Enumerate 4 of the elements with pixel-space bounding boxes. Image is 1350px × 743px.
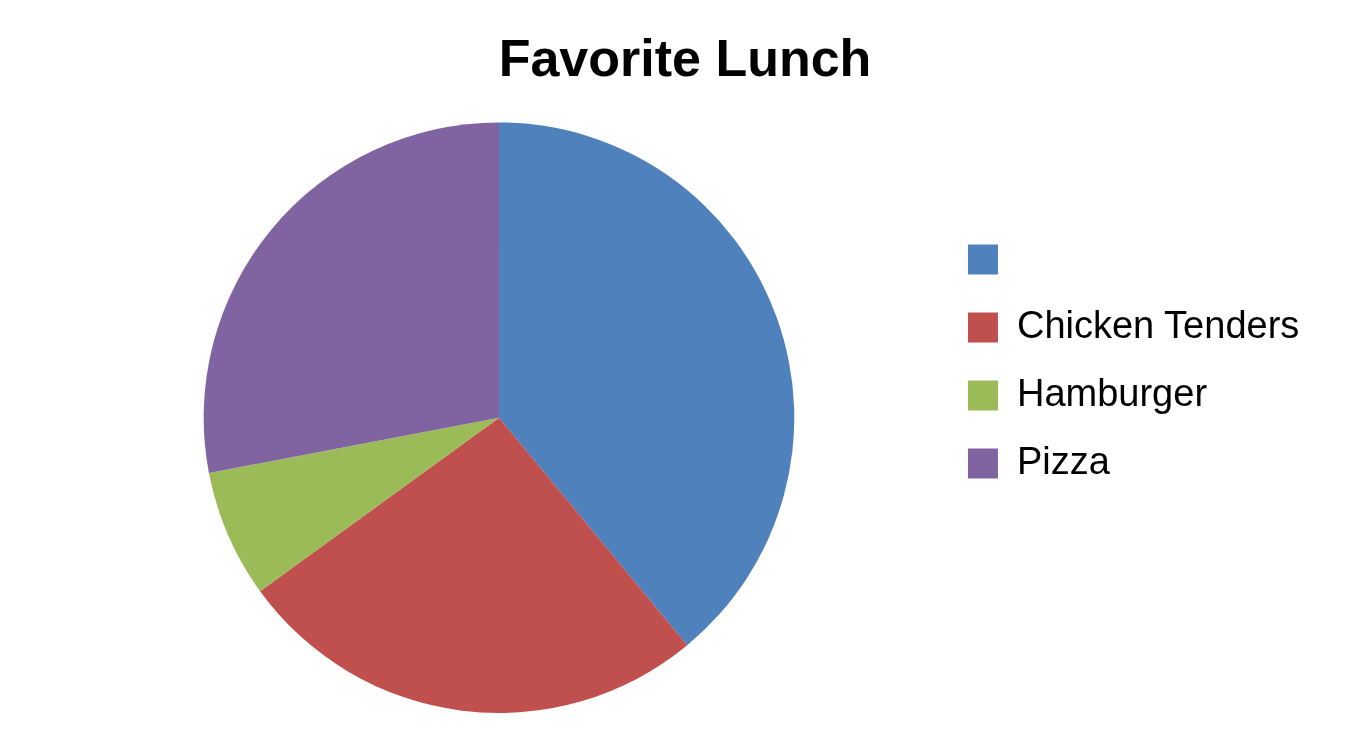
legend-label: Hamburger <box>1016 371 1208 414</box>
chart-title: Favorite Lunch <box>498 28 872 87</box>
legend-label: Chicken Tenders <box>1016 303 1300 346</box>
legend-label: Pizza <box>1016 439 1111 482</box>
